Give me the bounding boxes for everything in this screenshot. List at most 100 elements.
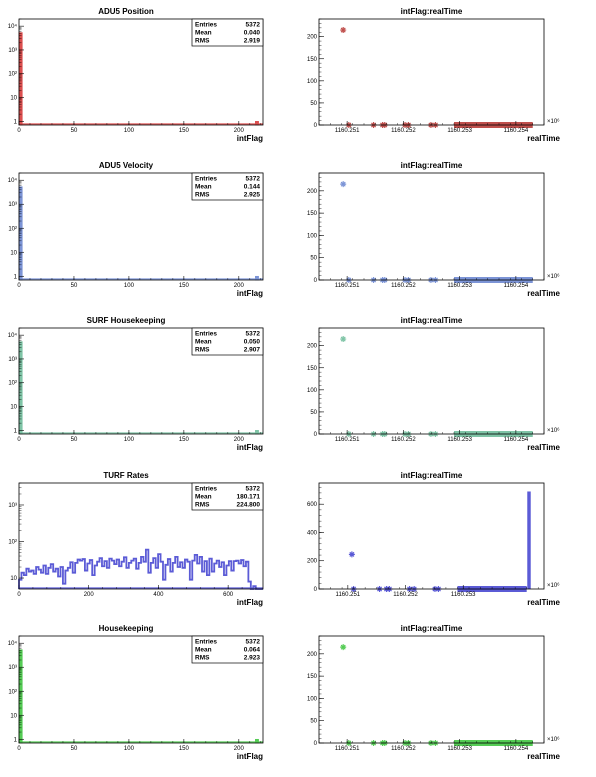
x-tick-label: 150 — [179, 283, 190, 289]
y-tick-label: 50 — [310, 256, 317, 262]
stats-label: Entries — [195, 331, 217, 338]
y-tick-label: 0 — [314, 741, 318, 747]
x-tick-label: 0 — [17, 437, 21, 443]
x-tick-label: 1160.251 — [335, 746, 360, 752]
y-tick-label: 200 — [307, 559, 318, 565]
axis-multiplier: ×10⁶ — [547, 273, 560, 280]
data-point — [340, 27, 347, 34]
y-tick-label: 10 — [10, 713, 17, 719]
stats-value: 5372 — [246, 331, 261, 338]
plot-frame — [318, 635, 545, 744]
hist-bar — [18, 32, 23, 126]
axis-multiplier: ×10⁶ — [547, 736, 560, 743]
scatter-panel: intFlag:realTime 0 50 100 150 200 1160.251 1160… — [307, 624, 561, 761]
stats-box-frame — [191, 172, 264, 201]
plot-frame — [18, 482, 264, 590]
stats-value: 5372 — [246, 639, 261, 646]
x-tick-label: 1160.252 — [393, 592, 418, 598]
x-tick-label: 100 — [124, 746, 135, 752]
x-tick-label: 1160.254 — [504, 128, 529, 134]
y-tick-label: 1 — [14, 274, 18, 280]
chart-title: intFlag:realTime — [401, 624, 463, 633]
y-tick-label: 10⁴ — [8, 23, 18, 30]
stats-value: 0.050 — [244, 339, 261, 346]
plot-frame — [18, 18, 264, 126]
x-tick-label: 200 — [84, 592, 95, 598]
stats-label: Mean — [195, 494, 212, 501]
y-tick-label: 150 — [307, 366, 318, 372]
y-tick-label: 200 — [307, 344, 318, 350]
hist-outline — [18, 548, 263, 590]
y-tick-label: 10 — [10, 405, 17, 411]
scatter-panel: intFlag:realTime 0 200 400 600 1160.251 1160.2… — [307, 471, 561, 607]
stats-value: 0.064 — [244, 647, 261, 654]
x-tick-label: 0 — [17, 283, 21, 289]
stats-box: Entries 5372 Mean 180.171 RMS 224.800 — [191, 482, 264, 511]
x-axis-title: intFlag — [237, 443, 263, 452]
y-tick-label: 0 — [314, 278, 318, 284]
stats-value: 5372 — [246, 176, 261, 183]
stats-box: Entries 5372 Mean 0.064 RMS 2.923 — [191, 635, 264, 664]
stats-value: 180.171 — [237, 494, 261, 501]
y-tick-label: 10³ — [8, 202, 17, 208]
y-tick-label: 10 — [10, 576, 17, 582]
y-tick-label: 50 — [310, 410, 317, 416]
x-axis-title: realTime — [527, 752, 560, 761]
stats-label: RMS — [195, 655, 210, 662]
stats-box: Entries 5372 Mean 0.050 RMS 2.907 — [191, 327, 264, 356]
x-tick-label: 1160.252 — [391, 128, 416, 134]
x-tick-label: 150 — [179, 128, 190, 134]
x-tick-label: 200 — [234, 746, 245, 752]
x-axis-title: intFlag — [237, 598, 263, 607]
stats-label: Entries — [195, 22, 217, 29]
x-axis-title: intFlag — [237, 289, 263, 298]
x-tick-label: 0 — [17, 128, 21, 134]
y-tick-label: 10³ — [8, 503, 17, 509]
plot-frame — [18, 327, 264, 435]
chart-title: intFlag:realTime — [401, 471, 463, 480]
y-tick-label: 10² — [8, 539, 17, 545]
stats-label: RMS — [195, 192, 210, 199]
x-tick-label: 1160.251 — [336, 592, 361, 598]
hist-panel: Housekeeping 0 50 100 150 200 1 10 10² 10³ 10⁴ intF… — [8, 624, 264, 761]
chart-title: SURF Housekeeping — [87, 316, 166, 325]
y-tick-label: 1 — [14, 737, 18, 743]
chart-title: intFlag:realTime — [401, 7, 463, 16]
stats-label: RMS — [195, 502, 210, 509]
axis-multiplier: ×10⁶ — [547, 582, 560, 589]
x-tick-label: 1160.253 — [447, 746, 472, 752]
x-tick-label: 100 — [124, 283, 135, 289]
x-tick-label: 50 — [71, 437, 78, 443]
data-point — [340, 336, 347, 343]
plot-frame — [318, 327, 545, 435]
x-tick-label: 200 — [234, 283, 245, 289]
stats-value: 0.144 — [244, 184, 261, 191]
stats-value: 5372 — [246, 22, 261, 29]
x-tick-label: 100 — [124, 437, 135, 443]
stats-box-frame — [191, 482, 264, 511]
x-tick-label: 1160.251 — [335, 283, 360, 289]
stats-box: Entries 5372 Mean 0.040 RMS 2.919 — [191, 18, 264, 47]
stats-value: 5372 — [246, 486, 261, 493]
y-tick-label: 10² — [8, 72, 17, 78]
hist-panel: ADU5 Velocity 0 50 100 150 200 1 10 10² 10³ 10⁴ int… — [8, 161, 264, 298]
x-tick-label: 50 — [71, 283, 78, 289]
x-tick-label: 200 — [234, 437, 245, 443]
data-point — [340, 181, 347, 188]
x-tick-label: 1160.254 — [504, 437, 529, 443]
y-tick-label: 10 — [10, 96, 17, 102]
y-tick-label: 10³ — [8, 665, 17, 671]
stats-value: 2.907 — [244, 347, 261, 354]
y-tick-label: 10³ — [8, 48, 17, 54]
x-tick-label: 200 — [234, 128, 245, 134]
stats-value: 2.925 — [244, 192, 261, 199]
y-tick-label: 10⁴ — [8, 177, 18, 184]
x-tick-label: 1160.251 — [335, 437, 360, 443]
x-tick-label: 1160.253 — [451, 592, 476, 598]
plot-frame — [18, 635, 264, 744]
x-tick-label: 1160.252 — [391, 746, 416, 752]
x-tick-label: 600 — [223, 592, 234, 598]
y-tick-label: 1 — [14, 428, 18, 434]
stats-label: RMS — [195, 347, 210, 354]
